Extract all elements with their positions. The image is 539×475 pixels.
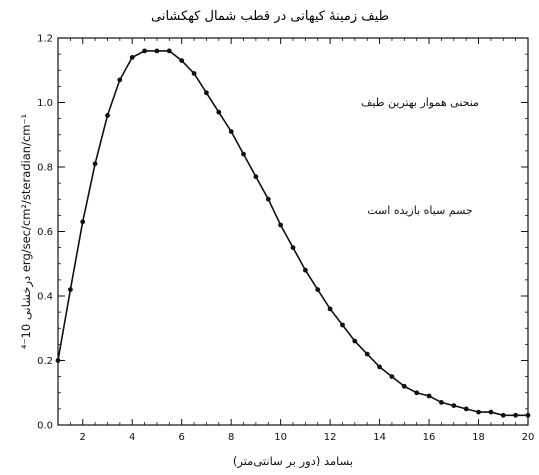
- data-point: [340, 322, 345, 328]
- data-point: [278, 222, 283, 228]
- data-point: [105, 113, 110, 118]
- y-tick-label: 1.0: [37, 98, 53, 109]
- y-tick-label: 0.4: [37, 292, 53, 303]
- chart-title: طیف زمینهٔ کیهانی در قطب شمال کهکشانی: [151, 9, 389, 24]
- y-tick-label: 0.2: [37, 356, 53, 367]
- x-tick-label: 20: [522, 432, 535, 443]
- x-tick-label: 14: [373, 432, 386, 443]
- data-point: [129, 55, 135, 60]
- data-point: [204, 90, 209, 96]
- data-point: [154, 48, 160, 54]
- data-point: [463, 406, 469, 412]
- data-point: [117, 77, 123, 83]
- data-point: [191, 71, 197, 76]
- data-point: [80, 219, 86, 225]
- data-point: [364, 351, 370, 357]
- data-point: [525, 412, 531, 418]
- series-layer: [55, 48, 531, 418]
- y-axis-label: درخشانی 10⁻⁴ erg/sec/cm²/steradian/cm⁻¹: [19, 114, 34, 349]
- ticks-layer: 2 4 6 8 10 12 14 16 18 20 0.0 0.2 0.4 0.6 0.8 1.0 1.2: [37, 34, 534, 444]
- data-point: [352, 338, 358, 344]
- x-tick-label: 16: [423, 432, 436, 443]
- data-point: [439, 400, 444, 405]
- y-tick-label: 0.6: [37, 227, 53, 238]
- data-point: [389, 374, 395, 379]
- data-point: [216, 109, 222, 115]
- x-tick-label: 8: [228, 432, 234, 443]
- x-tick-label: 18: [472, 432, 485, 443]
- data-point: [55, 358, 61, 363]
- annotation-text: جسم سیاه بازیده است: [367, 204, 472, 217]
- data-point: [401, 383, 407, 389]
- data-point: [327, 306, 333, 312]
- data-point: [303, 267, 308, 273]
- data-point: [290, 245, 296, 251]
- y-tick-label: 0.8: [37, 163, 53, 174]
- data-point: [166, 48, 172, 54]
- x-tick-label: 4: [129, 432, 135, 443]
- x-tick-label: 12: [324, 432, 337, 443]
- x-tick-label: 10: [274, 432, 287, 443]
- data-point: [315, 287, 321, 292]
- data-point: [228, 129, 234, 134]
- y-tick-label: 0.0: [37, 421, 53, 432]
- y-tick-label: 1.2: [37, 34, 53, 45]
- data-point: [142, 48, 148, 54]
- annotation-text: منحنی هموار بهترین طیف: [361, 96, 479, 109]
- data-point: [92, 161, 98, 167]
- annotation-layer: منحنی هموار بهترین طیف جسم سیاه بازیده اس…: [361, 96, 479, 217]
- x-tick-label: 2: [80, 432, 86, 443]
- data-point: [488, 409, 494, 415]
- data-point: [476, 409, 481, 415]
- data-point: [451, 403, 457, 408]
- data-point: [265, 196, 271, 202]
- data-point: [377, 364, 382, 370]
- data-point: [179, 58, 185, 63]
- data-point: [68, 287, 73, 292]
- data-point: [426, 393, 432, 399]
- data-point: [414, 390, 420, 396]
- data-point: [241, 151, 246, 157]
- data-point: [513, 412, 518, 418]
- x-tick-label: 6: [178, 432, 184, 443]
- data-point: [253, 174, 259, 180]
- data-point: [500, 412, 506, 418]
- x-axis-label: بسامد (دور بر سانتی‌متر): [233, 454, 353, 469]
